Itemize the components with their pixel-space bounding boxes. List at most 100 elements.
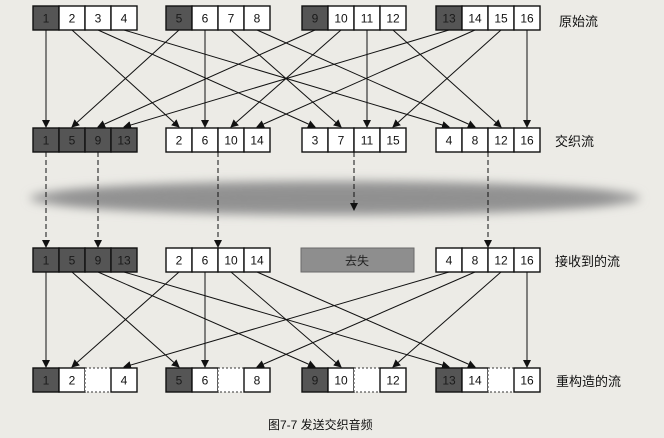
reconstructed-group: 13 14 16 (435, 367, 541, 393)
lost-label: 去失 (345, 253, 369, 268)
packet-number: 14 (250, 254, 264, 268)
packet-number: 2 (176, 254, 183, 268)
packet-number: 14 (468, 374, 482, 388)
packet-number: 2 (69, 12, 76, 26)
lost-packet-cell (301, 5, 329, 31)
deinterleave-arrow (392, 271, 502, 368)
packet-number: 9 (312, 12, 319, 26)
packet-cell (487, 247, 515, 273)
packet-cell (435, 127, 463, 153)
packet-number: 10 (224, 254, 238, 268)
packet-number: 15 (494, 12, 508, 26)
packet-number: 1 (43, 254, 50, 268)
packet-cell (191, 247, 219, 273)
packet-number: 6 (202, 134, 209, 148)
lost-packet-cell (32, 127, 60, 153)
missing-packet-slot (84, 367, 112, 393)
original-group: 13 14 15 16 (435, 5, 541, 31)
packet-number: 8 (472, 134, 479, 148)
lost-packet-cell (84, 247, 112, 273)
interleave-arrow (97, 29, 316, 128)
packet-cell (243, 5, 271, 31)
lost-packet-cell (32, 367, 60, 393)
label-received-stream: 接收到的流 (555, 254, 620, 269)
packet-number: 9 (95, 254, 102, 268)
lost-packet-cell (58, 127, 86, 153)
packet-number: 1 (43, 134, 50, 148)
received-group: 2 6 10 14 (165, 247, 271, 273)
packet-cell (301, 127, 329, 153)
deinterleave-arrow (123, 271, 450, 369)
packet-number: 13 (442, 374, 456, 388)
figure-caption: 图7-7 发送交织音频 (268, 417, 373, 432)
packet-number: 5 (69, 134, 76, 148)
packet-cell (217, 127, 245, 153)
packet-cell (461, 367, 489, 393)
row-original: 1 2 3 4 5 6 7 8 9 10 11 12 13 14 15 16 (32, 5, 541, 31)
packet-number: 12 (386, 12, 400, 26)
packet-cell (243, 247, 271, 273)
interleave-arrow (392, 29, 502, 128)
missing-packet-slot (487, 367, 515, 393)
packet-number: 7 (228, 12, 235, 26)
packet-number: 5 (176, 374, 183, 388)
packet-number: 11 (361, 134, 374, 148)
packet-number: 1 (43, 12, 50, 26)
packet-cell (513, 5, 541, 31)
packet-number: 10 (334, 374, 348, 388)
lost-packet-cell (32, 5, 60, 31)
deinterleave-arrow (256, 271, 476, 368)
label-reconstructed-stream: 重构造的流 (556, 374, 621, 389)
packet-number: 6 (202, 374, 209, 388)
interleaved-group: 1 5 9 13 (32, 127, 138, 153)
packet-cell (379, 367, 407, 393)
packet-number: 12 (494, 134, 508, 148)
packet-number: 8 (472, 254, 479, 268)
packet-cell (513, 367, 541, 393)
packet-number: 13 (117, 134, 131, 148)
packet-cell (327, 5, 355, 31)
packet-cell (327, 127, 355, 153)
lost-packet-cell (165, 5, 193, 31)
packet-number: 12 (494, 254, 508, 268)
lost-packet-cell (84, 127, 112, 153)
packet-cell (110, 367, 138, 393)
lost-packet-cell (301, 367, 329, 393)
packet-number: 16 (520, 254, 534, 268)
packet-cell (191, 127, 219, 153)
packet-number: 7 (338, 134, 345, 148)
lost-packet-cell (435, 367, 463, 393)
interleaved-group: 4 8 12 16 (435, 127, 541, 153)
lost-packet-cell (165, 367, 193, 393)
packet-number: 16 (520, 374, 534, 388)
packet-cell (353, 127, 381, 153)
lost-packet-cell (435, 5, 463, 31)
packet-number: 14 (468, 12, 482, 26)
row-received: 1 5 9 13 2 6 10 14 4 8 12 16 (32, 247, 541, 273)
connection-lines (42, 29, 531, 369)
interleave-arrow (71, 29, 180, 128)
packet-number: 1 (43, 374, 50, 388)
interleave-arrow (123, 29, 450, 129)
packet-cell (461, 247, 489, 273)
row-interleaved: 1 5 9 13 2 6 10 14 3 7 11 15 4 8 12 16 (32, 127, 541, 153)
received-group: 4 8 12 16 (435, 247, 541, 273)
packet-number: 12 (386, 374, 400, 388)
lost-packet-cell (110, 127, 138, 153)
packet-number: 5 (176, 12, 183, 26)
packet-number: 2 (176, 134, 183, 148)
packet-number: 6 (202, 12, 209, 26)
packet-cell (243, 367, 271, 393)
packet-cell (217, 5, 245, 31)
reconstructed-group: 9 10 12 (301, 367, 407, 393)
packet-number: 9 (95, 134, 102, 148)
packet-number: 10 (334, 12, 348, 26)
packet-cell (243, 127, 271, 153)
interleave-arrow (256, 29, 476, 128)
packet-number: 3 (312, 134, 319, 148)
packet-cell (513, 247, 541, 273)
stream-cells: 1 2 3 4 5 6 7 8 9 10 11 12 13 14 15 161 5 9 13 2 6 10 14 3 7 11 15… (32, 5, 541, 393)
packet-number: 4 (446, 134, 453, 148)
packet-cell (217, 247, 245, 273)
packet-number: 13 (117, 254, 131, 268)
